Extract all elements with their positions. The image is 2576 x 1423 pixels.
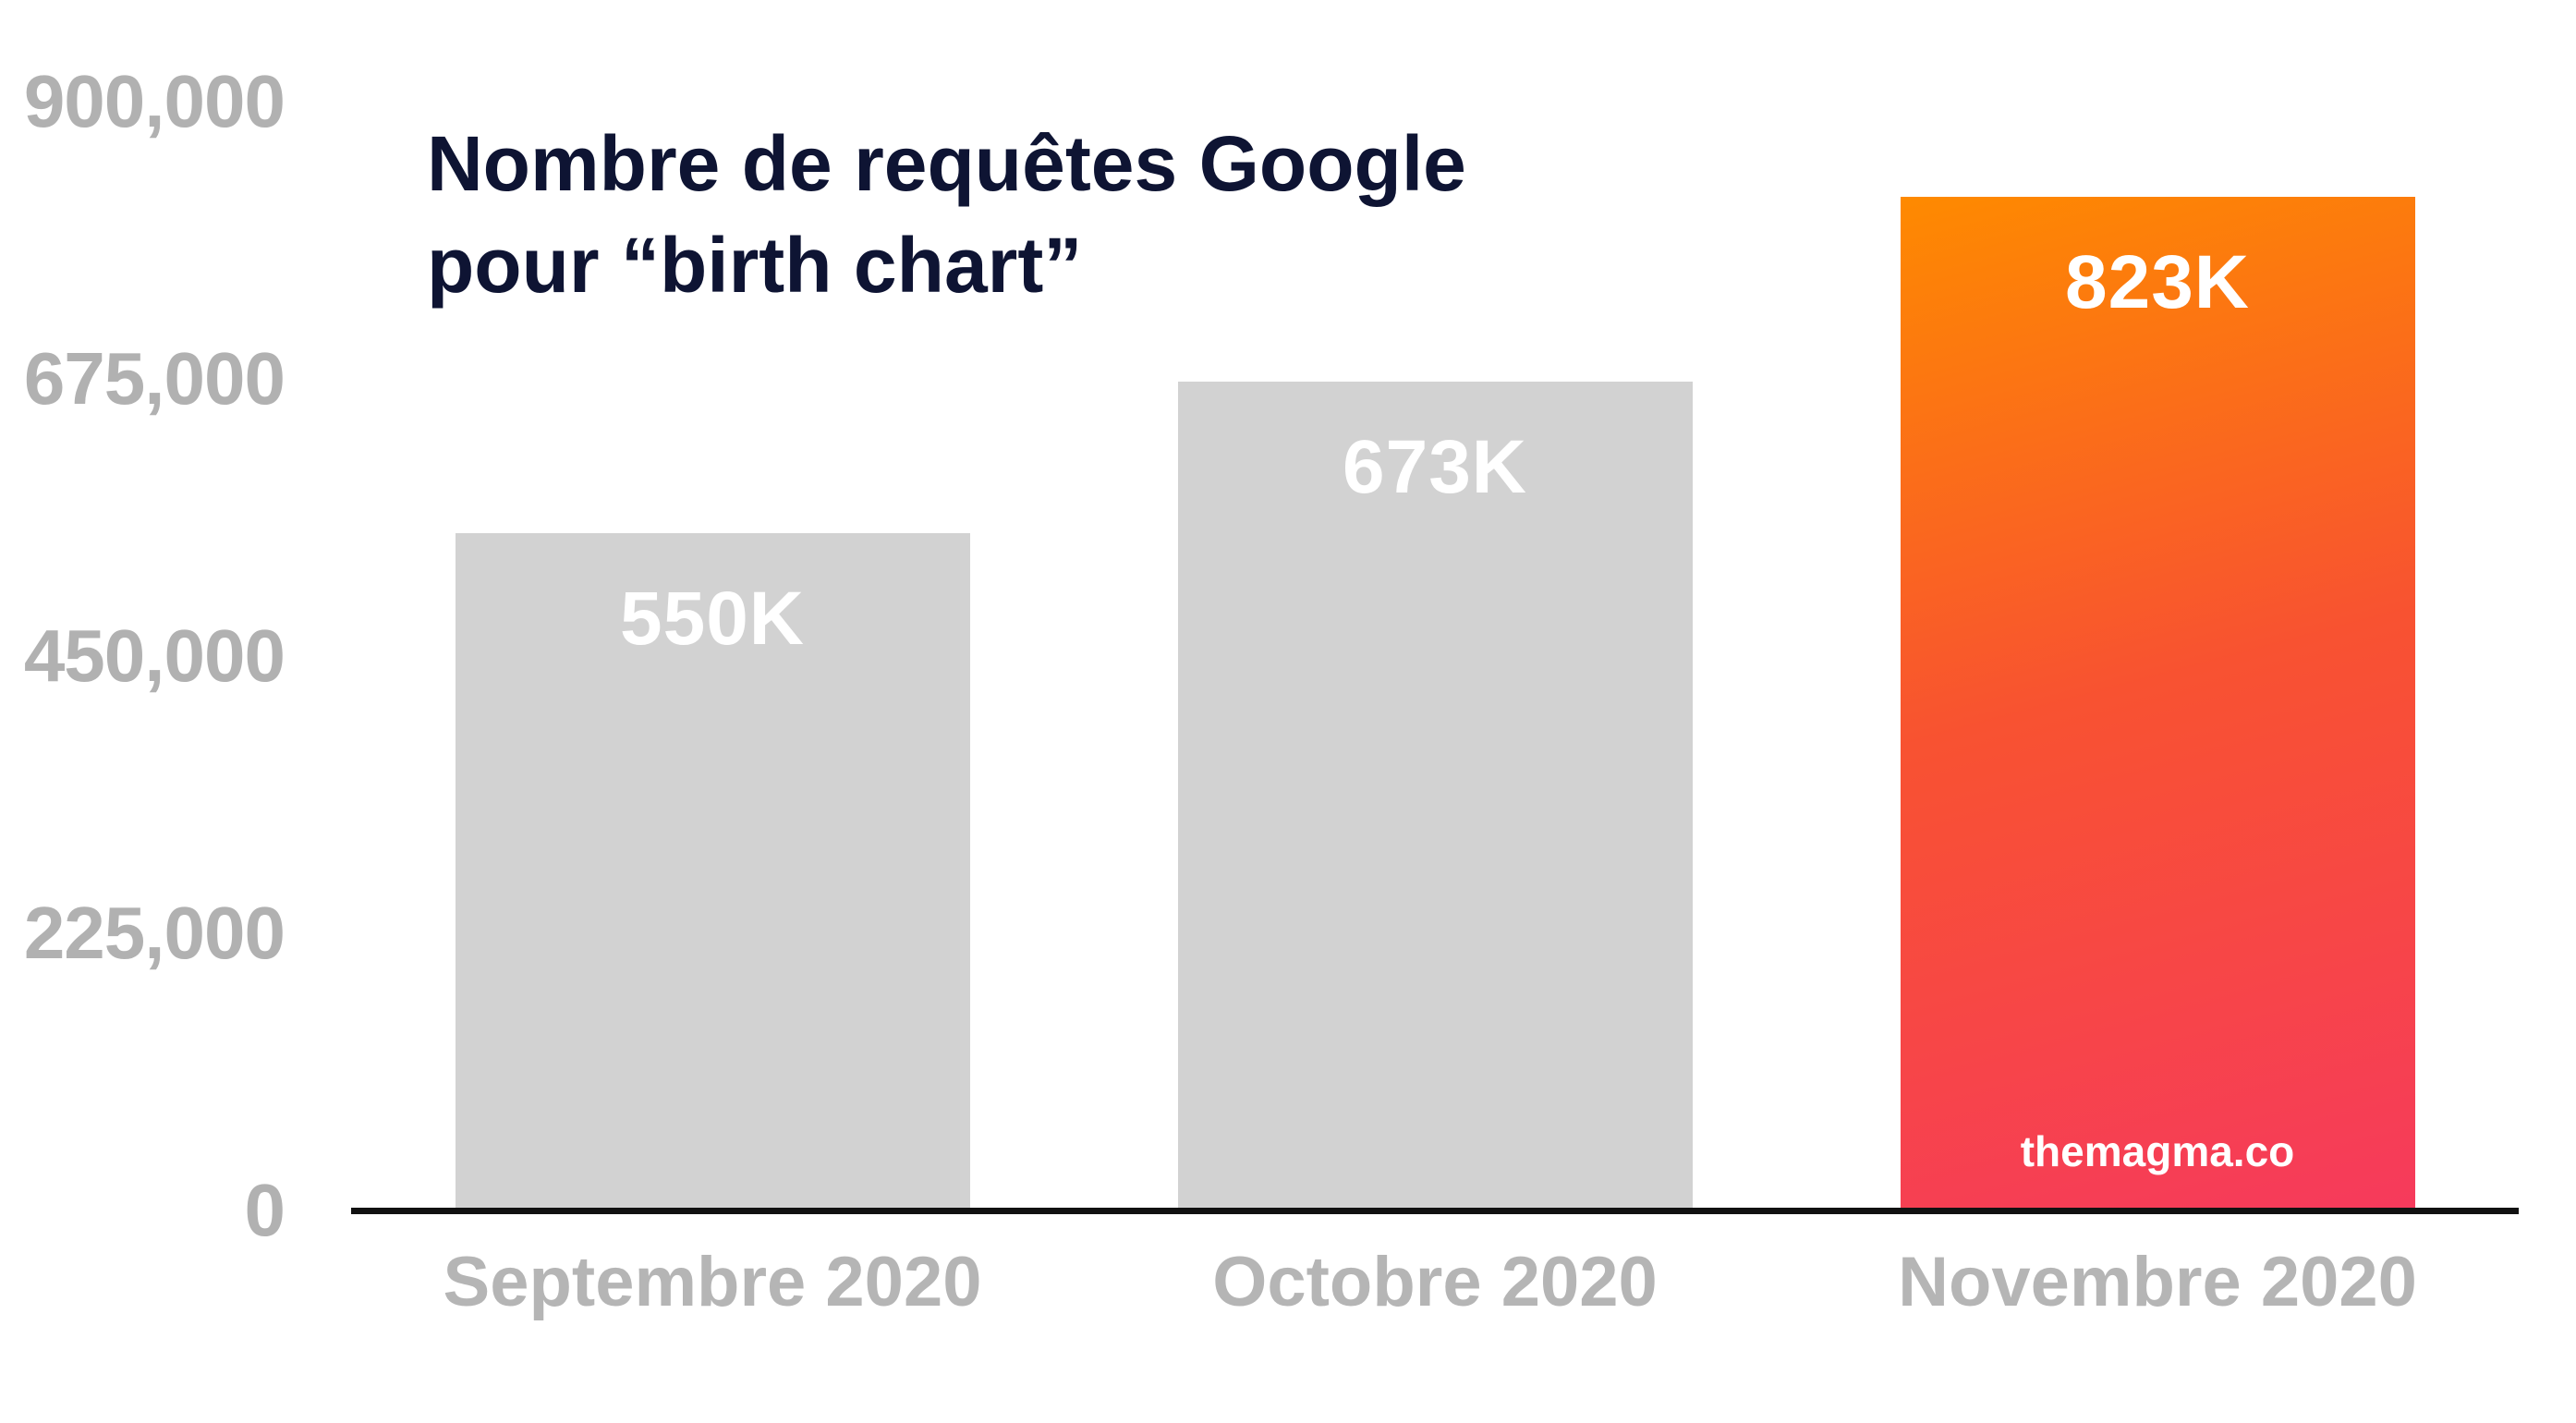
bar-value-label: 550K <box>619 576 806 661</box>
x-axis-line <box>351 1208 2519 1214</box>
chart-title-line2: pour “birth chart” <box>427 222 1083 309</box>
bar-octobre-2020: 673K <box>1177 381 1693 1210</box>
x-tick-label: Septembre 2020 <box>443 1243 982 1321</box>
watermark-themagma: themagma.co <box>2020 1126 2295 1175</box>
chart-title-line1: Nombre de requêtes Google <box>427 120 1466 207</box>
x-tick-label: Novembre 2020 <box>1898 1243 2417 1321</box>
chart-title: Nombre de requêtes Google pour “birth ch… <box>427 113 1466 316</box>
bar-septembre-2020: 550K <box>455 532 970 1210</box>
y-tick-label: 450,000 <box>23 614 286 697</box>
y-tick-label: 675,000 <box>23 337 286 420</box>
bar-value-label: 673K <box>1342 424 1528 509</box>
y-tick-label: 225,000 <box>23 892 286 974</box>
x-tick-label: Octobre 2020 <box>1212 1243 1658 1321</box>
bar-novembre-2020: 823K themagma.co <box>1900 196 2415 1210</box>
bar-value-label: 823K <box>2064 239 2251 324</box>
y-tick-label: 0 <box>244 1169 286 1251</box>
y-tick-label: 900,000 <box>23 60 286 142</box>
